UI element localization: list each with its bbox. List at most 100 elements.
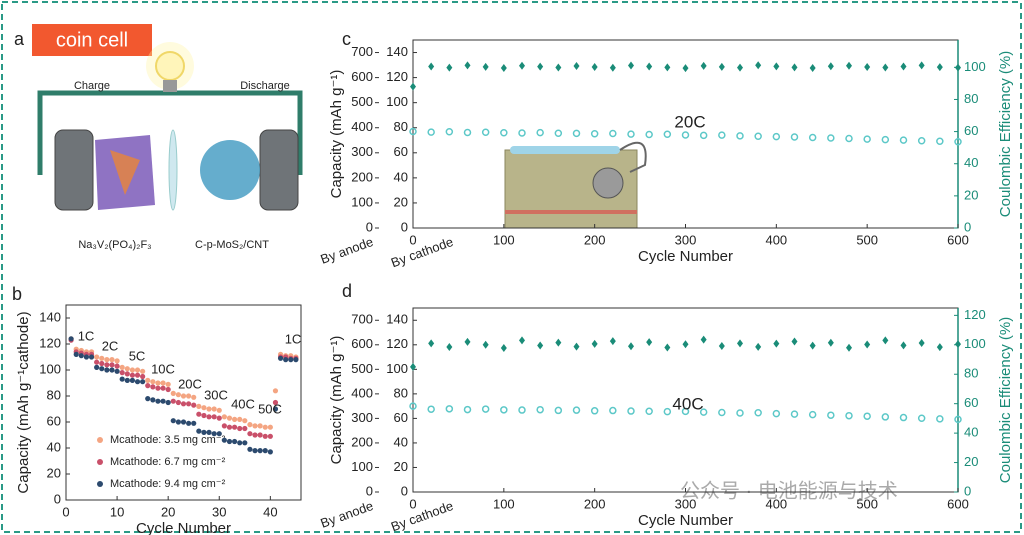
capacity-point	[808, 410, 817, 419]
cathode-axis-label: By cathode	[389, 234, 455, 270]
anode-tick-label: 200	[351, 434, 373, 449]
capacity-point	[237, 440, 243, 446]
capacity-point	[99, 355, 105, 361]
x-tick-label: 10	[110, 504, 124, 519]
capacity-point	[221, 437, 227, 443]
ce-point	[936, 63, 943, 72]
capacity-point	[129, 367, 136, 373]
capacity-point	[954, 415, 962, 424]
ce-point	[809, 341, 816, 350]
capacity-point	[445, 127, 454, 136]
capacity-point	[160, 398, 166, 404]
ce-point	[428, 62, 435, 71]
capacity-point	[231, 424, 238, 430]
x-tick-label: 400	[765, 232, 787, 247]
x-tick-label: 100	[493, 232, 515, 247]
rate-label: 1C	[78, 328, 95, 343]
capacity-point	[427, 405, 435, 413]
bulb-glow	[146, 42, 194, 90]
y-tick-label: 120	[386, 336, 408, 351]
capacity-point	[211, 431, 217, 437]
capacity-point	[242, 418, 248, 424]
ce-point	[537, 62, 544, 71]
capacity-point	[663, 130, 672, 139]
legend-marker	[97, 481, 103, 487]
capacity-point	[481, 405, 490, 413]
capacity-point	[718, 131, 726, 139]
capacity-point	[160, 380, 166, 386]
capacity-point	[109, 367, 115, 373]
ce-point	[410, 82, 416, 91]
capacity-point	[590, 129, 599, 138]
ce-point	[664, 63, 671, 72]
rate-label: 30C	[204, 387, 228, 402]
capacity-point	[899, 413, 908, 422]
capacity-point	[257, 432, 263, 438]
ce-point	[846, 61, 852, 70]
cathode-label: Na₃V₂(PO₄)₂F₃	[78, 239, 151, 251]
ce-point	[628, 61, 634, 70]
capacity-point	[736, 132, 744, 140]
capacity-point	[663, 407, 672, 416]
capacity-point	[165, 381, 171, 387]
ce-point	[773, 339, 780, 348]
y-tick-label: 60	[47, 413, 61, 428]
capacity-point	[554, 129, 563, 137]
cathode-crystal	[110, 150, 140, 195]
ce-point	[646, 62, 653, 71]
capacity-point	[160, 385, 166, 391]
x-tick-label: 400	[765, 496, 787, 511]
capacity-point	[119, 364, 125, 370]
ce-point	[555, 338, 562, 347]
rate-label: 20C	[178, 376, 202, 391]
x-tick-label: 300	[675, 232, 697, 247]
capacity-point	[445, 405, 454, 413]
capacity-point	[221, 414, 227, 420]
capacity-point	[590, 407, 599, 415]
y-tick-label: 20	[47, 465, 61, 480]
capacity-point	[150, 384, 156, 390]
ce-point	[900, 341, 907, 350]
capacity-point	[536, 128, 544, 137]
y-tick-label: 140	[386, 312, 408, 327]
capacity-point	[500, 128, 508, 137]
anode-tick-label: 700	[351, 44, 373, 59]
capacity-point	[216, 415, 222, 421]
anode-label: C-p-MoS₂/CNT	[195, 239, 269, 251]
rate-label: 2C	[102, 338, 119, 353]
capacity-point	[262, 433, 268, 439]
capacity-point	[196, 403, 202, 409]
ce-point	[737, 63, 743, 72]
capacity-point	[114, 368, 120, 374]
ce-point	[755, 61, 762, 70]
photo-inset	[504, 141, 647, 229]
capacity-point	[627, 130, 635, 138]
y-tick-label: 80	[47, 387, 61, 402]
ce-point	[955, 340, 961, 349]
capacity-point	[196, 411, 202, 417]
capacity-point	[226, 415, 233, 421]
badge: coin cell	[56, 29, 128, 51]
capacity-point	[155, 380, 161, 386]
plot-frame	[65, 304, 302, 501]
ce-point	[700, 335, 707, 344]
legend-marker	[97, 459, 103, 465]
capacity-point	[191, 420, 197, 426]
y2-tick-label: 80	[964, 91, 978, 106]
rate-label: 5C	[129, 348, 146, 363]
ce-point	[846, 343, 852, 352]
capacity-point	[572, 129, 581, 138]
capacity-point	[216, 407, 222, 413]
capacity-point	[481, 128, 490, 136]
anode-tick-label: 300	[351, 410, 373, 425]
capacity-point	[609, 406, 617, 415]
capacity-point	[124, 371, 130, 377]
capacity-point	[68, 336, 74, 342]
current-collector	[259, 129, 299, 211]
ce-point	[827, 62, 834, 71]
capacity-point	[73, 351, 79, 357]
y-tick-label: 0	[401, 483, 408, 498]
ce-point	[882, 336, 889, 345]
ce-point	[482, 340, 489, 349]
